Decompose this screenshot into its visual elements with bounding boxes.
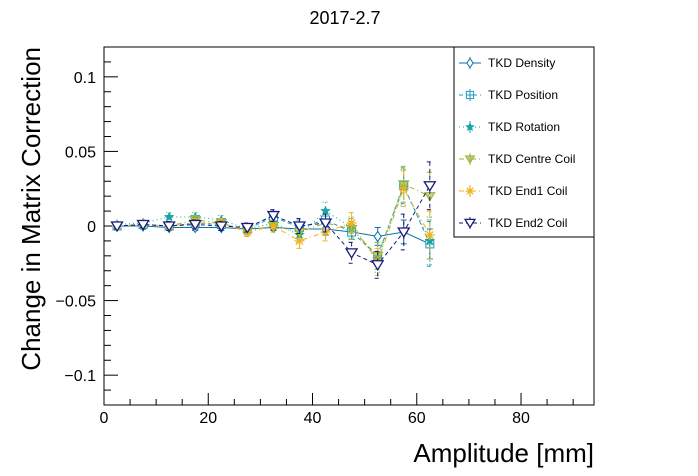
data-point [162, 221, 176, 233]
y-tick-label: 0 [87, 219, 96, 236]
legend-label: TKD End1 Coil [488, 184, 567, 198]
data-point [423, 181, 437, 192]
axis-tick-labels: 0 20 40 60 80 −0.1 −0.05 0 0.05 0.1 [56, 70, 531, 427]
data-point [214, 221, 228, 233]
legend-entry: TKD Density [459, 56, 555, 70]
legend-entry: TKD End1 Coil [459, 184, 567, 198]
y-tick-label: 0.05 [65, 144, 96, 161]
data-point [240, 222, 255, 234]
data-point [188, 219, 202, 231]
x-axis-title: Amplitude [mm] [413, 438, 594, 468]
legend-label: TKD End2 Coil [488, 216, 567, 230]
y-axis-title: Change in Matrix Correction [16, 47, 46, 371]
error-bar [400, 170, 407, 208]
error-bar [426, 210, 433, 260]
data-point [344, 248, 359, 260]
data-point [320, 205, 331, 216]
data-point [266, 210, 281, 222]
x-tick-label: 80 [512, 410, 530, 427]
data-point [292, 221, 307, 233]
legend-entry: TKD Centre Coil [459, 152, 575, 166]
y-tick-label: 0.1 [74, 70, 96, 87]
legend-entry: TKD End2 Coil [459, 216, 567, 230]
x-tick-label: 20 [199, 410, 217, 427]
legend-label: TKD Centre Coil [488, 152, 575, 166]
data-point [424, 230, 435, 240]
legend-label: TKD Rotation [488, 120, 560, 134]
data-point [373, 230, 382, 243]
error-bar [400, 165, 407, 203]
data-point [136, 219, 150, 231]
legend-label: TKD Position [488, 88, 558, 102]
data-point [294, 235, 305, 246]
y-tick-label: −0.1 [64, 368, 96, 385]
y-tick-label: −0.05 [56, 294, 97, 311]
legend-entry: TKD Rotation [459, 120, 560, 134]
legend-box [453, 46, 595, 238]
error-bar [348, 212, 355, 234]
data-point [110, 221, 124, 233]
legend: TKD Density TKD Position TKD Rotation TKD C… [453, 46, 595, 238]
x-tick-label: 0 [100, 410, 109, 427]
data-point [465, 121, 475, 132]
legend-label: TKD Density [488, 56, 555, 70]
data-point [466, 57, 474, 69]
data-point [463, 218, 477, 229]
data-point [346, 218, 357, 228]
data-point [268, 221, 279, 231]
chart-title: 2017-2.7 [309, 8, 380, 28]
data-point [465, 90, 475, 100]
data-series [110, 161, 437, 279]
x-tick-label: 40 [304, 410, 322, 427]
data-point [397, 227, 411, 239]
data-point [371, 260, 385, 272]
data-point [318, 218, 333, 230]
data-point-cross [466, 91, 474, 99]
data-point [398, 183, 409, 194]
series-tkd-end2-coil [110, 161, 437, 279]
axis-ticks [103, 61, 574, 405]
data-point [163, 211, 175, 222]
legend-entry: TKD Position [459, 88, 558, 102]
data-point [465, 186, 475, 196]
x-tick-label: 60 [408, 410, 426, 427]
data-point [464, 155, 476, 164]
error-bar [374, 250, 381, 279]
